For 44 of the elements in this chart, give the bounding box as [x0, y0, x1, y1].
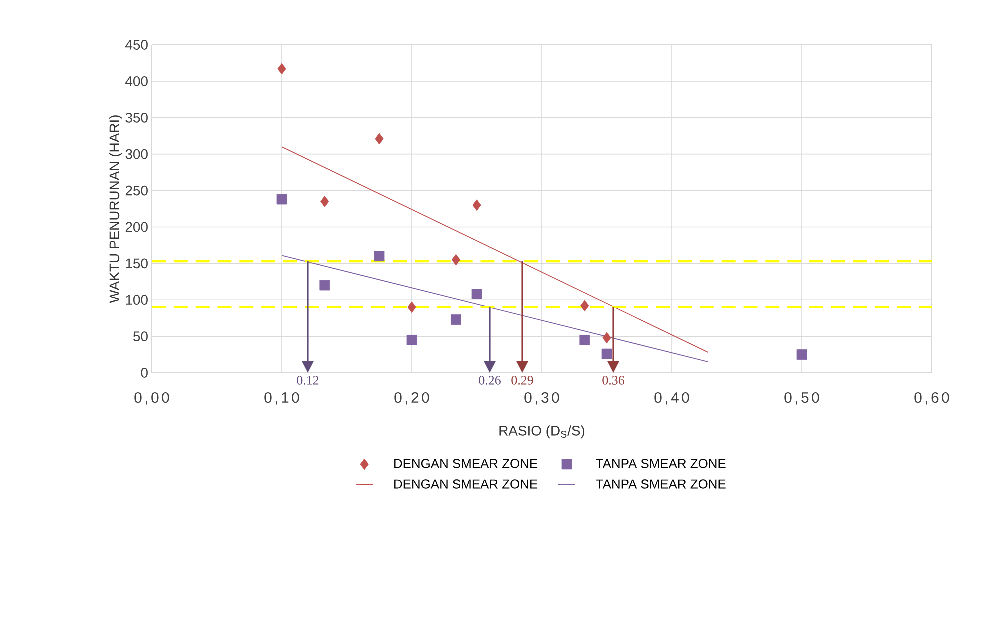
y-tick-label: 150	[126, 258, 148, 269]
point	[451, 314, 462, 325]
point	[472, 289, 482, 300]
y-tick-label: 350	[126, 112, 148, 123]
point	[472, 200, 482, 212]
y-tick-label: 50	[134, 332, 148, 342]
x-tick-label: 0,30	[524, 392, 560, 405]
point	[320, 280, 330, 291]
point	[406, 335, 418, 346]
y-tick-label: 0	[141, 368, 148, 378]
x-tick-label: 0,00	[134, 392, 170, 405]
point	[602, 348, 612, 360]
point	[796, 350, 808, 360]
legend-label: TANPA SMEAR ZONE	[596, 459, 726, 468]
y-tick-label: 450	[126, 40, 148, 50]
annotation: 0.26	[479, 376, 501, 385]
annotation: 0.29	[512, 376, 534, 385]
point	[375, 133, 384, 145]
y-tick-label: 400	[126, 76, 148, 86]
x-tick-label: 0,40	[654, 392, 690, 405]
legend-label: TANPA SMEAR ZONE	[596, 480, 726, 489]
y-axis-title: WAKTU PENURUNAN (HARI)	[109, 116, 122, 304]
point	[602, 332, 612, 344]
point	[580, 300, 590, 312]
x-tick-label: 0,10	[264, 392, 300, 405]
y-tick-label: 300	[126, 149, 148, 160]
x-tick-label: 0,60	[914, 392, 950, 405]
y-tick-label: 250	[126, 186, 148, 196]
point	[320, 196, 330, 208]
annotation: 0.36	[602, 376, 624, 385]
point	[452, 254, 461, 266]
point	[374, 251, 385, 262]
point	[408, 302, 416, 314]
x-axis-title: RASIO (D$_{S}$/S)	[500, 426, 585, 439]
annotation: 0.12	[297, 376, 319, 385]
point	[278, 63, 286, 75]
point	[276, 194, 288, 205]
x-tick-label: 0,20	[394, 392, 430, 405]
x-tick-label: 0,50	[784, 392, 820, 405]
y-tick-label: 200	[126, 222, 148, 232]
legend-label: DENGAN SMEAR ZONE	[394, 459, 538, 468]
point	[580, 335, 590, 346]
y-tick-label: 100	[126, 295, 148, 306]
legend-label: DENGAN SMEAR ZONE	[394, 480, 538, 489]
